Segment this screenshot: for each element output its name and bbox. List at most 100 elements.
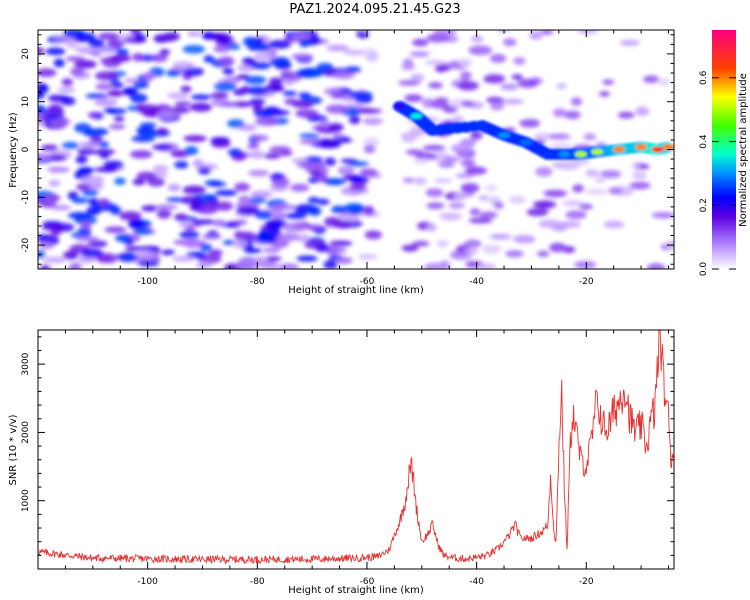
- heatmap-cell: [139, 122, 157, 128]
- heatmap-cell: [533, 132, 552, 141]
- heatmap-cell: [88, 197, 99, 206]
- heatmap-cell: [250, 61, 272, 70]
- heatmap-cell: [535, 166, 553, 177]
- y-tick-label: 0: [21, 146, 31, 152]
- heatmap-cell: [412, 240, 430, 247]
- heatmap-cell: [53, 58, 65, 68]
- ridge-point: [410, 113, 423, 120]
- snr-x-label: Height of straight line (km): [288, 585, 424, 596]
- heatmap-cell: [583, 133, 597, 141]
- heatmap-cell: [271, 204, 284, 212]
- heatmap-cell: [74, 59, 97, 69]
- heatmap-cell: [631, 171, 647, 180]
- heatmap-cell: [87, 111, 101, 119]
- heatmap-cell: [38, 83, 48, 92]
- heatmap-cell: [357, 254, 378, 260]
- heatmap-cell: [57, 86, 76, 94]
- heatmap-cell: [296, 255, 318, 262]
- heatmap-cell: [569, 159, 591, 165]
- heatmap-cell: [397, 80, 421, 86]
- heatmap-cell: [141, 205, 159, 212]
- heatmap-cell: [249, 98, 266, 106]
- heatmap-cell: [316, 172, 328, 183]
- heatmap-cell: [166, 197, 185, 203]
- heatmap-cell: [232, 219, 248, 225]
- heatmap-cell: [464, 248, 479, 255]
- heatmap-cell: [38, 68, 57, 77]
- heatmap-cell: [108, 123, 126, 130]
- heatmap-cell: [61, 78, 74, 87]
- heatmap-cell: [262, 246, 281, 254]
- heatmap-cell: [42, 224, 65, 231]
- heatmap-cell: [335, 256, 353, 265]
- heatmap-cell: [443, 156, 461, 163]
- heatmap-cell: [348, 175, 368, 183]
- heatmap-cell: [290, 183, 310, 192]
- heatmap-cell: [594, 177, 606, 183]
- heatmap-cell: [189, 102, 213, 112]
- heatmap-cell: [156, 127, 169, 136]
- heatmap-cell: [199, 243, 213, 252]
- heatmap-cell: [316, 198, 330, 205]
- heatmap-cell: [207, 181, 227, 187]
- heatmap-cell: [212, 219, 227, 227]
- heatmap-cell: [38, 105, 46, 112]
- heatmap-cell: [458, 58, 473, 67]
- snr-y-label: SNR (10 * v/v): [8, 414, 19, 485]
- heatmap-cell: [479, 211, 498, 219]
- heatmap-cell: [424, 59, 447, 66]
- heatmap-cell: [211, 33, 224, 40]
- heatmap-cell: [174, 160, 189, 169]
- heatmap-cell: [513, 234, 536, 244]
- heatmap-cell: [295, 233, 310, 243]
- heatmap-cell: [167, 183, 181, 192]
- heatmap-cell: [255, 116, 279, 127]
- heatmap-cell: [349, 182, 367, 191]
- heatmap-cell: [332, 132, 344, 140]
- heatmap-x-label: Height of straight line (km): [288, 285, 424, 296]
- heatmap-cell: [468, 217, 493, 224]
- heatmap-cell: [114, 177, 126, 186]
- heatmap-cell: [405, 149, 424, 156]
- heatmap-cell: [478, 195, 489, 201]
- heatmap-cell: [151, 144, 173, 151]
- heatmap-cell: [602, 79, 615, 85]
- heatmap-cell: [174, 101, 192, 107]
- heatmap-cell: [151, 53, 168, 63]
- heatmap-cell: [299, 40, 310, 48]
- heatmap-cell: [608, 186, 623, 195]
- heatmap-cell: [161, 249, 176, 256]
- heatmap-cell: [365, 52, 379, 62]
- heatmap-cell: [244, 60, 256, 66]
- ridge-point: [651, 146, 664, 153]
- heatmap-cell: [486, 96, 504, 104]
- heatmap-cell: [174, 213, 188, 221]
- heatmap-cell: [460, 182, 480, 193]
- heatmap-cell: [537, 250, 550, 257]
- heatmap-cell: [439, 260, 451, 269]
- heatmap-cell: [483, 74, 506, 84]
- snr-frame: [37, 329, 675, 570]
- heatmap-cell: [404, 94, 423, 103]
- heatmap-cell: [657, 78, 671, 86]
- heatmap-cell: [450, 143, 474, 153]
- heatmap-cell: [74, 46, 95, 53]
- heatmap-cell: [460, 71, 472, 81]
- x-tick-label: -20: [579, 277, 594, 287]
- colorbar-ticks: 0.0 0.2 0.4 0.6: [699, 70, 736, 276]
- heatmap-cell: [413, 177, 427, 185]
- ridge-point: [591, 148, 604, 155]
- heatmap-cell: [43, 256, 67, 264]
- heatmap-cell: [280, 70, 294, 79]
- x-tick-label: -40: [469, 277, 484, 287]
- heatmap-cell: [271, 177, 290, 187]
- ridge-point: [558, 151, 571, 158]
- y-tick-label: -20: [21, 237, 31, 252]
- heatmap-cell: [65, 42, 79, 49]
- heatmap-cell: [269, 56, 291, 67]
- heatmap-cell: [538, 219, 562, 229]
- heatmap-cell: [215, 201, 234, 211]
- heatmap-cell: [184, 146, 199, 156]
- heatmap-cell: [233, 230, 245, 239]
- heatmap-cell: [526, 208, 549, 217]
